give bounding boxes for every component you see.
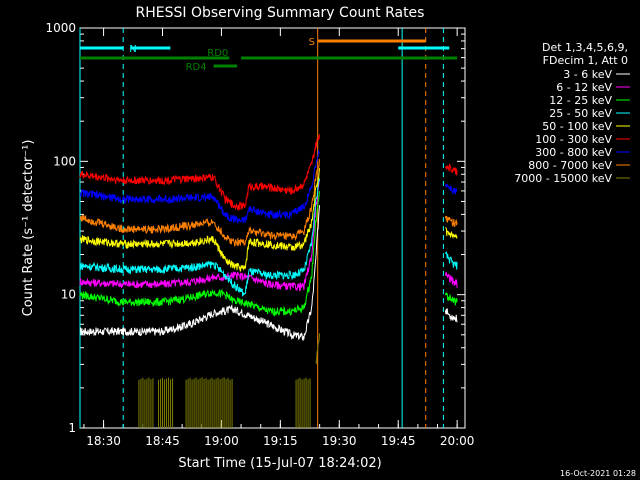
- series-line-after-gap: [444, 183, 458, 196]
- annotation-label-rd4: RD4: [186, 62, 207, 73]
- series-line: [79, 159, 320, 247]
- series-line-after-gap: [444, 292, 458, 306]
- x-tick-label: 18:45: [145, 434, 180, 448]
- series-line: [315, 333, 320, 365]
- series-line: [79, 168, 320, 272]
- legend-label: 100 - 300 keV: [535, 133, 612, 146]
- x-tick-label: 19:15: [263, 434, 298, 448]
- x-tick-label: 19:45: [381, 434, 416, 448]
- date-stamp: 16-Oct-2021 01:28: [560, 469, 636, 478]
- legend-header-line-1: Det 1,3,4,5,6,9,: [542, 41, 628, 54]
- y-tick-label: 1000: [45, 21, 76, 35]
- legend-label: 6 - 12 keV: [556, 81, 612, 94]
- series-line-after-gap: [445, 227, 458, 240]
- x-tick-label: 19:00: [204, 434, 239, 448]
- y-tick-label: 100: [53, 154, 76, 168]
- annotation-label-s: S: [309, 37, 315, 48]
- series-line: [79, 149, 320, 224]
- x-axis-label: Start Time (15-Jul-07 18:24:02): [178, 456, 381, 471]
- series-line: [79, 191, 320, 318]
- annotation-label-n: N: [129, 44, 136, 55]
- x-tick-label: 18:30: [86, 434, 121, 448]
- series-line: [79, 133, 320, 212]
- legend-label: 7000 - 15000 keV: [514, 172, 612, 185]
- plot-area: 1 10 100 1000 18:30 18:45 19:00 19:15 19:30 19:45…: [45, 21, 630, 448]
- series-line: [79, 179, 320, 292]
- legend-label: 800 - 7000 keV: [528, 159, 612, 172]
- series-line-after-gap: [444, 271, 458, 289]
- series-line-after-gap: [444, 251, 458, 270]
- legend-label: 12 - 25 keV: [549, 94, 612, 107]
- chart-title: RHESSI Observing Summary Count Rates: [136, 5, 425, 21]
- series-line-after-gap: [444, 215, 458, 228]
- y-tick-label: 1: [68, 421, 76, 435]
- annotation-label-rd0: RD0: [207, 48, 228, 59]
- legend-header-line-2: FDecim 1, Att 0: [543, 54, 628, 67]
- series-line-after-gap: [444, 163, 458, 176]
- series-line: [79, 205, 320, 342]
- y-axis-label: Count Rate (s⁻¹ detector⁻¹): [21, 140, 36, 317]
- legend-label: 3 - 6 keV: [563, 68, 612, 81]
- legend-label: 25 - 50 keV: [549, 107, 612, 120]
- series-line: [79, 177, 320, 297]
- legend-label: 300 - 800 keV: [535, 146, 612, 159]
- x-tick-label: 20:00: [440, 434, 475, 448]
- series-line-after-gap: [444, 308, 458, 323]
- legend-label: 50 - 100 keV: [542, 120, 612, 133]
- y-tick-label: 10: [61, 288, 76, 302]
- x-tick-label: 19:30: [322, 434, 357, 448]
